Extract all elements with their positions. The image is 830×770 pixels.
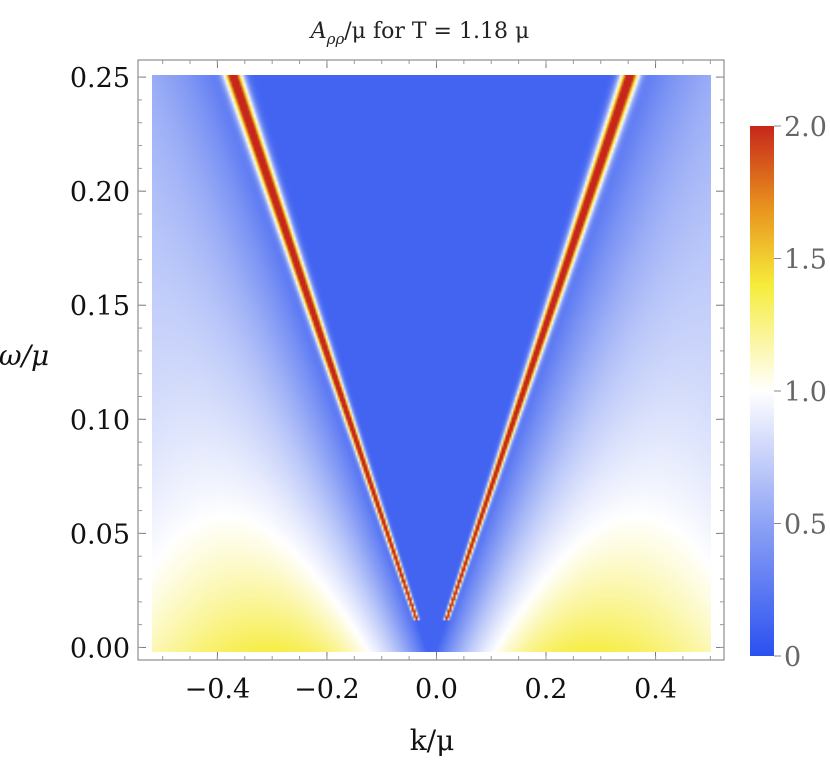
- x-tick-label: −0.2: [294, 674, 360, 705]
- colorbar-ticks: 0 0.5 1.0 1.5 2.0: [774, 112, 827, 673]
- y-tick-label: 0.20: [70, 177, 130, 208]
- x-tick-label: 0.4: [634, 674, 677, 705]
- y-tick-label: 0.15: [70, 291, 130, 322]
- colorbar: [750, 126, 774, 656]
- chart-title: Aρρ/μ for T = 1.18 μ: [309, 19, 530, 48]
- y-axis-ticks: 0.00 0.05 0.10 0.15 0.20 0.25: [70, 63, 724, 664]
- x-tick-label: −0.4: [185, 674, 251, 705]
- y-axis-label: ω/μ: [0, 339, 49, 372]
- x-tick-label: 0.0: [415, 674, 458, 705]
- y-tick-label: 0.25: [70, 63, 130, 94]
- y-tick-label: 0.05: [70, 519, 130, 550]
- colorbar-tick-label: 1.0: [784, 377, 827, 408]
- plot-frame: [137, 59, 725, 661]
- colorbar-tick-label: 1.5: [784, 245, 827, 276]
- heatmap-image: [152, 75, 711, 652]
- x-tick-label: 0.2: [525, 674, 568, 705]
- colorbar-tick-label: 2.0: [784, 112, 827, 143]
- y-tick-label: 0.00: [70, 633, 130, 664]
- colorbar-tick-label: 0: [784, 642, 801, 673]
- x-axis-ticks: −0.4 −0.2 0.0 0.2 0.4: [162, 60, 711, 705]
- colorbar-tick-label: 0.5: [784, 510, 827, 541]
- x-axis-label: k/μ: [410, 724, 455, 757]
- y-tick-label: 0.10: [70, 405, 130, 436]
